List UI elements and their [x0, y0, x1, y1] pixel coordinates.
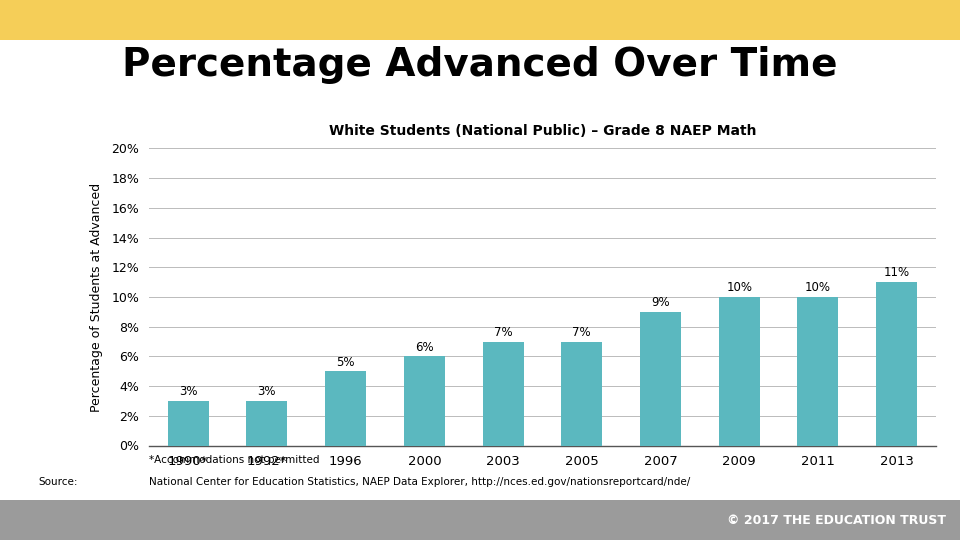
Text: 11%: 11%: [883, 266, 910, 280]
Bar: [247, 401, 287, 446]
Text: 5%: 5%: [336, 355, 355, 369]
Text: 10%: 10%: [804, 281, 831, 294]
Y-axis label: Percentage of Students at Advanced: Percentage of Students at Advanced: [90, 183, 103, 411]
Text: 9%: 9%: [651, 296, 670, 309]
Text: © 2017 THE EDUCATION TRUST: © 2017 THE EDUCATION TRUST: [727, 514, 946, 526]
Title: White Students (National Public) – Grade 8 NAEP Math: White Students (National Public) – Grade…: [328, 124, 756, 138]
Text: 10%: 10%: [726, 281, 753, 294]
Text: National Center for Education Statistics, NAEP Data Explorer, http://nces.ed.gov: National Center for Education Statistics…: [149, 477, 690, 487]
Bar: [719, 297, 759, 445]
Text: 6%: 6%: [415, 341, 434, 354]
Text: 7%: 7%: [493, 326, 513, 339]
Bar: [483, 341, 523, 446]
Bar: [168, 401, 208, 446]
Text: Percentage Advanced Over Time: Percentage Advanced Over Time: [122, 46, 838, 84]
Text: 3%: 3%: [257, 385, 276, 399]
Text: *Accommodations not permitted: *Accommodations not permitted: [149, 455, 320, 465]
Text: 7%: 7%: [572, 326, 591, 339]
Text: Source:: Source:: [38, 477, 78, 487]
Bar: [876, 282, 917, 446]
Text: 3%: 3%: [179, 385, 198, 399]
Bar: [640, 312, 681, 446]
Bar: [325, 372, 366, 446]
Bar: [562, 341, 602, 446]
Bar: [798, 297, 838, 445]
Bar: [404, 356, 444, 446]
